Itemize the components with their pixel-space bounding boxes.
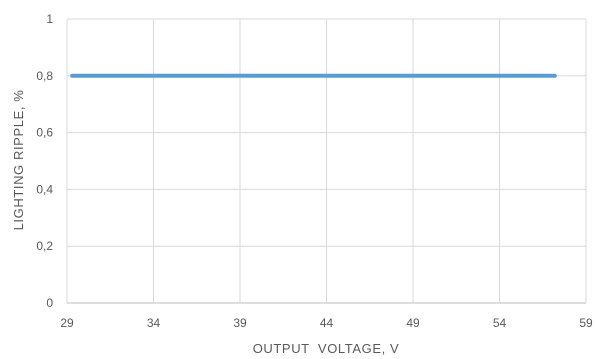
x-tick-label: 34 <box>147 316 161 330</box>
x-tick-label: 39 <box>233 316 247 330</box>
y-tick-label: 0,4 <box>36 182 53 196</box>
x-axis-ticks: 29 34 39 44 49 54 59 <box>60 316 593 330</box>
x-tick-label: 49 <box>406 316 420 330</box>
y-axis-label: LIGHTING RIPPLE, % <box>11 90 26 231</box>
grid <box>66 18 587 304</box>
y-tick-label: 0,8 <box>36 69 53 83</box>
y-tick-label: 0 <box>46 296 53 310</box>
x-tick-label: 59 <box>579 316 593 330</box>
y-tick-label: 0,6 <box>36 126 53 140</box>
x-axis-label: OUTPUT VOLTAGE, V <box>253 341 400 356</box>
x-tick-label: 29 <box>60 316 74 330</box>
x-tick-label: 54 <box>493 316 507 330</box>
x-tick-label: 44 <box>320 316 334 330</box>
y-axis-ticks: 0 0,2 0,4 0,6 0,8 1 <box>36 12 53 310</box>
y-tick-label: 0,2 <box>36 239 53 253</box>
y-tick-label: 1 <box>46 12 53 26</box>
